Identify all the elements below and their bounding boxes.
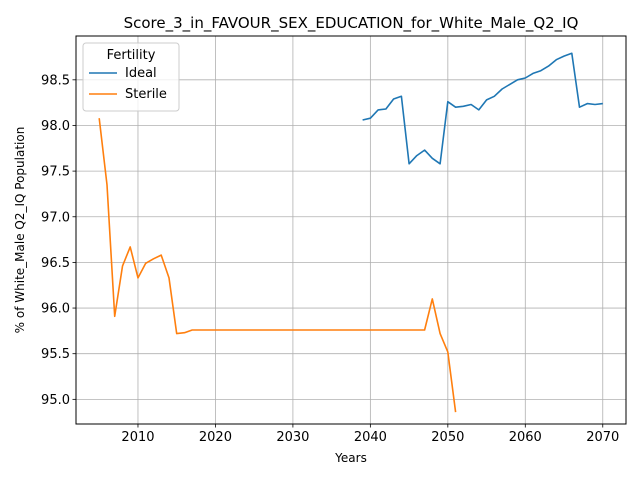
x-tick-label: 2010: [121, 430, 154, 445]
y-tick-label: 98.0: [41, 119, 70, 134]
legend-title: Fertility: [107, 48, 156, 63]
series-line-sterile: [98, 118, 457, 413]
y-tick-label: 95.5: [41, 347, 70, 362]
x-axis-ticks: 2010 2020 2030 2040 2050 2060 2070: [121, 424, 619, 445]
x-tick-label: 2070: [586, 430, 619, 445]
x-axis-label: Years: [334, 451, 367, 465]
y-tick-label: 97.0: [41, 210, 70, 225]
series-line-ideal: [362, 52, 603, 165]
legend-label-sterile: Sterile: [125, 87, 167, 102]
x-tick-label: 2020: [199, 430, 232, 445]
y-tick-label: 97.5: [41, 165, 70, 180]
plot-frame: [75, 35, 627, 425]
y-tick-label: 98.5: [41, 73, 70, 88]
x-tick-label: 2030: [276, 430, 309, 445]
y-tick-label: 96.0: [41, 302, 70, 317]
legend-label-ideal: Ideal: [125, 66, 157, 81]
y-axis-label: % of White_Male Q2_IQ Population: [13, 127, 27, 334]
y-axis-ticks: 95.0 95.5 96.0 96.5 97.0 97.5 98.0 98.5: [41, 73, 76, 408]
legend-items: Ideal Sterile: [89, 66, 167, 102]
chart-title: Score_3_in_FAVOUR_SEX_EDUCATION_for_Whit…: [124, 14, 579, 33]
legend: Fertility Ideal Sterile: [82, 42, 180, 112]
y-tick-label: 95.0: [41, 393, 70, 408]
x-tick-label: 2040: [354, 430, 387, 445]
y-tick-label: 96.5: [41, 256, 70, 271]
series-lines: [98, 52, 603, 413]
x-tick-label: 2060: [509, 430, 542, 445]
grid: [76, 36, 626, 424]
x-tick-label: 2050: [431, 430, 464, 445]
